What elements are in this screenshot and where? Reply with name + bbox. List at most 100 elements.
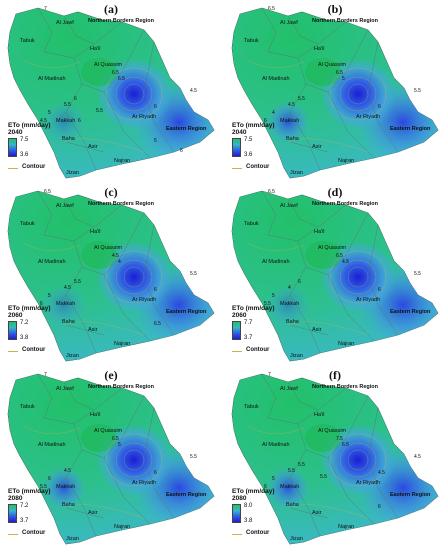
legend-title: ETo (mm/day) 2080 bbox=[8, 488, 51, 502]
region-label-riyadh: Ar Riyadh bbox=[132, 480, 156, 486]
legend-year: 2060 bbox=[8, 312, 23, 319]
legend-title: ETo (mm/day) 2060 bbox=[232, 305, 275, 319]
region-label-makkah: Makkah bbox=[280, 484, 299, 490]
contour-value: 4 bbox=[288, 285, 291, 291]
color-scale-bar bbox=[232, 321, 241, 340]
region-label-eastern: Eastern Region bbox=[390, 492, 431, 498]
legend-max-value: 7.5 bbox=[20, 137, 29, 143]
legend-contour: Contour bbox=[8, 347, 68, 355]
region-label-baha: Baha bbox=[286, 502, 300, 508]
legend-unit: ETo (mm/day) bbox=[232, 122, 275, 129]
legend-contour-label: Contour bbox=[246, 347, 270, 353]
contour-value: 4 bbox=[118, 259, 121, 265]
region-label-makkah: Makkah bbox=[56, 301, 75, 307]
map-panel-e: Al Jawf Northern Borders Region Tabuk Ha… bbox=[4, 368, 218, 548]
legend-min-value: 3.7 bbox=[244, 335, 253, 341]
contour-value: 6 bbox=[378, 504, 381, 510]
saudi-arabia-map: Al Jawf Northern Borders Region Tabuk Ha… bbox=[7, 189, 215, 362]
region-label-madinah: Al Madinah bbox=[262, 259, 290, 265]
legend-contour: Contour bbox=[232, 347, 292, 355]
contour-value: 5.5 bbox=[264, 301, 271, 307]
region-label-riyadh: Ar Riyadh bbox=[132, 114, 156, 120]
region-label-northern: Northern Borders Region bbox=[88, 201, 155, 207]
region-label-riyadh: Ar Riyadh bbox=[356, 480, 380, 486]
region-label-makkah: Makkah bbox=[280, 301, 299, 307]
region-label-baha: Baha bbox=[62, 319, 76, 325]
contour-value: 6 bbox=[378, 287, 381, 293]
contour-value: 5.5 bbox=[96, 108, 103, 114]
contour-value: 4.5 bbox=[40, 118, 47, 124]
region-label-northern: Northern Borders Region bbox=[312, 384, 379, 390]
contour-value: 5 bbox=[272, 293, 275, 299]
legend-year: 2040 bbox=[8, 129, 23, 136]
legend-max-value: 7.5 bbox=[244, 137, 253, 143]
region-label-makkah: Makkah bbox=[280, 118, 299, 124]
panel-letter: (a) bbox=[104, 2, 118, 16]
region-label-najran: Najran bbox=[114, 158, 130, 164]
contour-value: 6.5 bbox=[44, 189, 51, 195]
contour-value: 6.5 bbox=[154, 321, 161, 327]
contour-value: 7 bbox=[44, 372, 47, 378]
legend-unit: ETo (mm/day) bbox=[8, 305, 51, 312]
region-label-tabuk: Tabuk bbox=[20, 38, 35, 44]
contour-line-swatch bbox=[8, 351, 18, 352]
legend-contour-label: Contour bbox=[22, 530, 46, 536]
color-scale-bar bbox=[8, 321, 17, 340]
region-label-najran: Najran bbox=[338, 524, 354, 530]
color-scale-bar bbox=[232, 138, 241, 157]
legend-title: ETo (mm/day) 2060 bbox=[8, 305, 51, 319]
legend-contour: Contour bbox=[232, 530, 292, 538]
contour-value: 4.5 bbox=[112, 253, 119, 259]
region-label-tabuk: Tabuk bbox=[20, 221, 35, 227]
region-label-hail: Ha'il bbox=[314, 229, 325, 235]
contour-value: 6 bbox=[264, 484, 267, 490]
region-label-northern: Northern Borders Region bbox=[312, 201, 379, 207]
legend-unit: ETo (mm/day) bbox=[232, 305, 275, 312]
contour-value: 5 bbox=[342, 76, 345, 82]
region-label-jizan: Jizan bbox=[290, 536, 303, 542]
contour-value: 5 bbox=[48, 110, 51, 116]
contour-value: 4.5 bbox=[342, 259, 349, 265]
panel-letter: (e) bbox=[104, 368, 118, 382]
region-label-al_jawf: Al Jawf bbox=[280, 20, 298, 26]
region-label-eastern: Eastern Region bbox=[166, 309, 207, 315]
contour-line-swatch bbox=[232, 534, 242, 535]
region-label-tabuk: Tabuk bbox=[244, 38, 259, 44]
contour-value: 5 bbox=[48, 293, 51, 299]
region-label-jizan: Jizan bbox=[290, 353, 303, 359]
contour-value: 6 bbox=[40, 301, 43, 307]
contour-value: 7.5 bbox=[336, 436, 343, 442]
region-label-qassim: Al Quassim bbox=[94, 62, 123, 68]
region-label-qassim: Al Quassim bbox=[318, 62, 347, 68]
saudi-arabia-map: Al Jawf Northern Borders Region Tabuk Ha… bbox=[231, 372, 439, 545]
contour-value: 6 bbox=[180, 148, 183, 154]
contour-value: 5 bbox=[272, 476, 275, 482]
map-panel-c: Al Jawf Northern Borders Region Tabuk Ha… bbox=[4, 185, 218, 365]
region-label-riyadh: Ar Riyadh bbox=[356, 114, 380, 120]
contour-value: 6 bbox=[78, 118, 81, 124]
region-label-al_jawf: Al Jawf bbox=[280, 386, 298, 392]
map-panel-f: Al Jawf Northern Borders Region Tabuk Ha… bbox=[228, 368, 442, 548]
contour-value: 5 bbox=[118, 442, 121, 448]
legend-year: 2040 bbox=[232, 129, 247, 136]
region-label-najran: Najran bbox=[114, 524, 130, 530]
region-label-asir: Asir bbox=[312, 144, 322, 150]
color-scale-bar bbox=[8, 138, 17, 157]
contour-value: 5.5 bbox=[190, 271, 197, 277]
region-label-qassim: Al Quassim bbox=[94, 428, 123, 434]
contour-value: 6.5 bbox=[342, 442, 349, 448]
region-label-madinah: Al Madinah bbox=[38, 442, 66, 448]
region-label-qassim: Al Quassim bbox=[318, 428, 347, 434]
contour-value: 5.5 bbox=[320, 474, 327, 480]
legend-year: 2080 bbox=[8, 495, 23, 502]
region-label-hail: Ha'il bbox=[90, 229, 101, 235]
region-label-eastern: Eastern Region bbox=[166, 126, 207, 132]
panel-letter: (d) bbox=[327, 185, 343, 199]
contour-line-swatch bbox=[232, 168, 242, 169]
contour-value: 5.5 bbox=[298, 462, 305, 468]
contour-line-swatch bbox=[232, 351, 242, 352]
region-label-baha: Baha bbox=[62, 136, 76, 142]
panel-letter: (f) bbox=[329, 368, 341, 382]
contour-value: 7 bbox=[44, 6, 47, 12]
